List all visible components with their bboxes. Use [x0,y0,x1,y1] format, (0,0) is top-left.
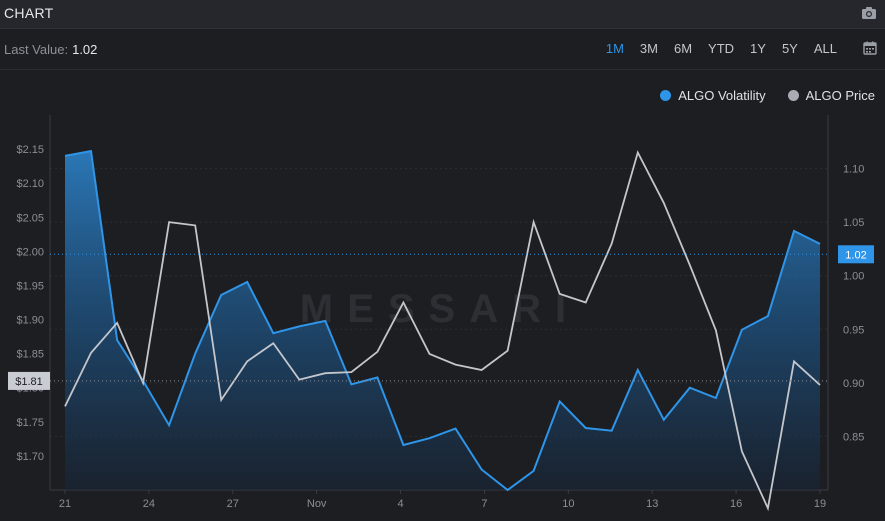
left-tick-label: $1.95 [16,280,44,292]
legend-label: ALGO Volatility [678,88,766,103]
x-tick-label: 7 [481,498,487,510]
chart-toolbar: Last Value: 1.02 1M 3M 6M YTD 1Y 5Y ALL [0,29,885,70]
last-value-number: 1.02 [72,42,98,57]
left-tick-label: $2.15 [16,144,44,156]
left-marker-label: $1.81 [15,376,43,388]
watermark-text: MESSARI [300,287,580,331]
range-button-all[interactable]: ALL [813,41,837,56]
left-tick-label: $1.70 [16,451,44,463]
x-tick-label: 27 [227,498,239,510]
legend-dot-icon [787,90,799,101]
x-tick-label: 13 [646,498,658,510]
range-button-5y[interactable]: 5Y [781,41,798,56]
x-tick-label: 4 [397,498,403,510]
legend-dot-icon [660,90,672,101]
range-button-3m[interactable]: 3M [639,41,658,56]
last-value: Last Value: 1.02 [4,42,97,57]
last-value-label: Last Value: [4,42,69,57]
left-tick-label: $1.75 [16,417,44,429]
right-tick-label: 1.00 [843,271,864,283]
x-tick-label: 19 [814,498,826,510]
right-marker-label: 1.02 [845,249,866,261]
range-button-ytd[interactable]: YTD [708,41,735,56]
left-marker-box [8,371,50,390]
left-tick-label: $1.90 [16,315,44,327]
legend-item-0[interactable]: ALGO Volatility [660,88,766,103]
legend-item-1[interactable]: ALGO Price [787,88,875,103]
volatility-area [65,151,820,490]
left-tick-label: $2.10 [16,178,44,190]
right-tick-label: 0.90 [843,378,864,390]
left-tick-label: $2.05 [16,212,44,224]
camera-icon[interactable] [861,6,877,20]
range-selector: 1M 3M 6M YTD 1Y 5Y ALL [598,41,845,56]
price-line [64,150,821,512]
range-button-6m[interactable]: 6M [673,41,693,56]
calendar-icon[interactable] [863,41,877,55]
chart-title: CHART [4,5,54,21]
right-tick-label: 1.05 [843,217,864,229]
range-button-1y[interactable]: 1Y [750,41,766,56]
chart-legend: ALGO Volatility ALGO Price [660,88,875,103]
right-tick-label: 0.85 [843,431,864,443]
range-button-1m[interactable]: 1M [605,41,624,56]
left-tick-label: $1.85 [16,349,44,361]
x-tick-label: 21 [59,498,71,510]
chart-header: CHART [0,0,885,29]
x-tick-label: Nov [307,498,327,510]
right-marker-box [838,245,874,264]
x-tick-label: 24 [143,498,155,510]
x-tick-label: 10 [562,498,574,510]
volatility-line [64,149,821,492]
legend-label: ALGO Price [805,88,875,103]
right-tick-label: 0.95 [843,324,864,336]
right-tick-label: 1.10 [843,164,864,176]
left-tick-label: $2.00 [16,246,44,258]
x-tick-label: 16 [730,498,742,510]
